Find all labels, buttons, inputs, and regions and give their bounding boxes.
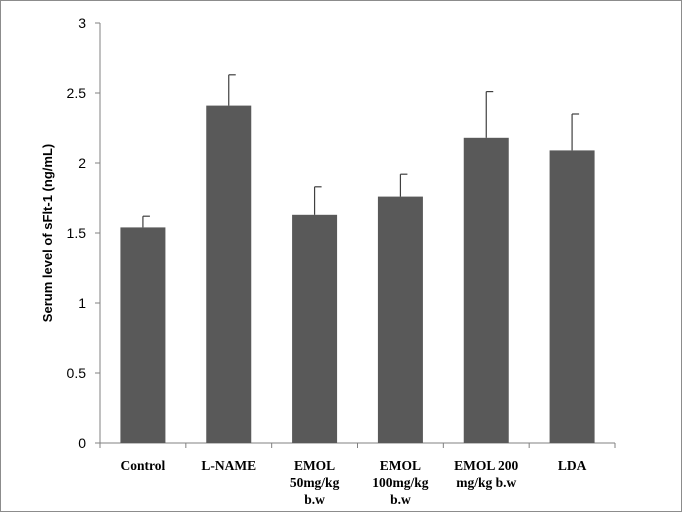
x-tick-label-line: EMOL [380,458,421,473]
x-tick-labels: Control L-NAME EMOL 50mg/kg b.w EMOL 100mg/kg b… [121,458,587,507]
x-tick-label-line: 100mg/kg [372,475,429,490]
y-tick-label: 1.5 [67,225,87,241]
x-tick-label-line: LDA [558,458,587,473]
error-bars [142,74,580,228]
bar [292,214,338,443]
bar [549,150,595,443]
x-tick-label-line: EMOL 200 [454,458,518,473]
x-tick-label-line: mg/kg b.w [456,475,516,490]
y-tick-label: 2 [78,155,86,171]
y-tick-label: 3 [78,15,86,31]
bar [206,105,252,443]
x-tick-label: EMOL 100mg/kg b.w [372,458,429,507]
y-tick-label: 0.5 [67,365,87,381]
bar [120,227,166,443]
y-tick-label: 1 [78,295,86,311]
x-tick-label: Control [121,458,166,473]
y-tick-label: 2.5 [67,85,87,101]
axes [95,22,616,448]
x-tick-label-line: b.w [304,492,325,507]
x-tick-label: EMOL 200 mg/kg b.w [454,458,518,490]
x-tick-label: EMOL 50mg/kg b.w [290,458,340,507]
x-tick-label-line: EMOL [294,458,335,473]
y-tick-label: 0 [78,435,86,451]
x-tick-label-line: L-NAME [201,458,256,473]
bars [120,105,595,444]
x-tick-label: LDA [558,458,587,473]
x-tick-label-line: Control [121,458,166,473]
x-tick-label-line: 50mg/kg [290,475,340,490]
x-tick-label: L-NAME [201,458,256,473]
bar [463,137,509,444]
y-axis-label: Serum level of sFlt-1 (ng/mL) [40,144,55,322]
y-tick-labels: 0 0.5 1 1.5 2 2.5 3 [67,15,87,451]
bar [377,196,423,443]
x-tick-label-line: b.w [390,492,411,507]
